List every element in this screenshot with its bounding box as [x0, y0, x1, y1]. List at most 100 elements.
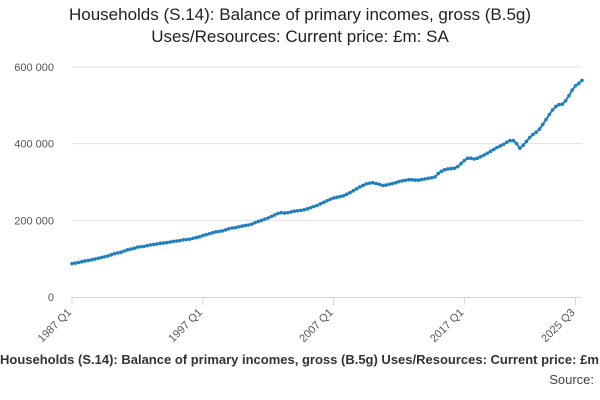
data-point[interactable] [374, 181, 378, 186]
data-point[interactable] [563, 98, 568, 103]
data-point[interactable] [119, 250, 123, 254]
data-point[interactable] [86, 258, 91, 263]
data-point[interactable] [439, 169, 444, 174]
data-point[interactable] [96, 256, 100, 261]
data-point[interactable] [263, 217, 267, 221]
data-point[interactable] [344, 192, 349, 197]
data-point[interactable] [485, 151, 489, 156]
data-point[interactable] [573, 83, 578, 88]
data-point[interactable] [89, 258, 94, 262]
data-point[interactable] [165, 240, 169, 245]
data-point[interactable] [328, 197, 333, 202]
data-point[interactable] [397, 179, 401, 184]
data-point[interactable] [524, 139, 529, 144]
data-point[interactable] [423, 177, 427, 181]
data-point[interactable] [550, 108, 555, 112]
data-point[interactable] [420, 177, 424, 182]
data-point[interactable] [217, 229, 221, 234]
data-point[interactable] [469, 156, 473, 161]
data-point[interactable] [227, 226, 231, 231]
data-point[interactable] [387, 182, 391, 187]
data-point[interactable] [132, 246, 136, 251]
data-point[interactable] [521, 143, 525, 147]
data-point[interactable] [544, 117, 548, 122]
data-point[interactable] [377, 182, 382, 187]
data-point[interactable] [384, 183, 388, 187]
data-point[interactable] [400, 179, 404, 183]
data-point[interactable] [250, 222, 254, 226]
data-point[interactable] [73, 261, 78, 265]
data-point[interactable] [495, 145, 499, 150]
data-point[interactable] [233, 225, 238, 230]
data-point[interactable] [109, 253, 114, 257]
data-point[interactable] [174, 239, 179, 243]
data-point[interactable] [200, 233, 205, 238]
data-point[interactable] [122, 249, 127, 253]
data-point[interactable] [246, 223, 251, 227]
data-point[interactable] [308, 205, 313, 210]
data-point[interactable] [351, 189, 355, 193]
data-point[interactable] [102, 254, 107, 259]
data-point[interactable] [501, 142, 506, 147]
data-point[interactable] [472, 157, 476, 161]
data-point[interactable] [70, 261, 74, 266]
data-point[interactable] [253, 220, 257, 225]
data-point[interactable] [285, 210, 290, 215]
data-point[interactable] [76, 260, 81, 265]
data-point[interactable] [413, 178, 418, 182]
data-point[interactable] [204, 232, 208, 237]
data-point[interactable] [171, 239, 176, 244]
data-point[interactable] [482, 153, 486, 157]
data-point[interactable] [557, 102, 561, 107]
data-point[interactable] [129, 247, 133, 251]
data-point[interactable] [465, 156, 470, 161]
data-point[interactable] [158, 241, 163, 246]
data-point[interactable] [459, 161, 463, 166]
data-point[interactable] [505, 140, 509, 144]
data-point[interactable] [570, 88, 574, 92]
data-point[interactable] [178, 238, 182, 243]
data-point[interactable] [554, 104, 558, 109]
data-point[interactable] [547, 112, 552, 117]
data-point[interactable] [151, 242, 156, 247]
data-point[interactable] [155, 242, 159, 246]
data-point[interactable] [305, 207, 310, 211]
data-point[interactable] [354, 187, 359, 191]
data-point[interactable] [279, 210, 284, 215]
data-point[interactable] [256, 219, 261, 224]
data-point[interactable] [148, 243, 153, 247]
data-point[interactable] [380, 183, 385, 188]
data-point[interactable] [357, 185, 362, 189]
data-point[interactable] [315, 203, 319, 208]
data-point[interactable] [112, 251, 117, 256]
data-point[interactable] [531, 132, 535, 137]
data-point[interactable] [410, 177, 414, 182]
data-point[interactable] [367, 181, 372, 185]
data-point[interactable] [214, 230, 218, 234]
data-point[interactable] [138, 244, 143, 249]
data-point[interactable] [338, 194, 342, 199]
data-point[interactable] [416, 178, 421, 182]
data-point[interactable] [455, 164, 460, 169]
data-point[interactable] [576, 81, 581, 86]
data-point[interactable] [518, 146, 522, 151]
data-point[interactable] [168, 240, 172, 244]
data-point[interactable] [236, 225, 241, 229]
data-point[interactable] [361, 183, 365, 188]
data-point[interactable] [106, 254, 110, 258]
data-point[interactable] [508, 138, 512, 143]
data-point[interactable] [230, 226, 234, 230]
data-point[interactable] [240, 224, 244, 228]
data-point[interactable] [272, 213, 277, 217]
data-point[interactable] [99, 255, 104, 260]
data-point[interactable] [537, 127, 542, 131]
data-point[interactable] [93, 257, 97, 261]
data-point[interactable] [390, 181, 395, 186]
data-point[interactable] [292, 209, 297, 213]
data-point[interactable] [321, 200, 326, 205]
data-point[interactable] [534, 130, 539, 134]
data-point[interactable] [223, 228, 228, 232]
data-point[interactable] [527, 135, 532, 140]
data-point[interactable] [302, 207, 306, 212]
data-point[interactable] [348, 190, 352, 195]
